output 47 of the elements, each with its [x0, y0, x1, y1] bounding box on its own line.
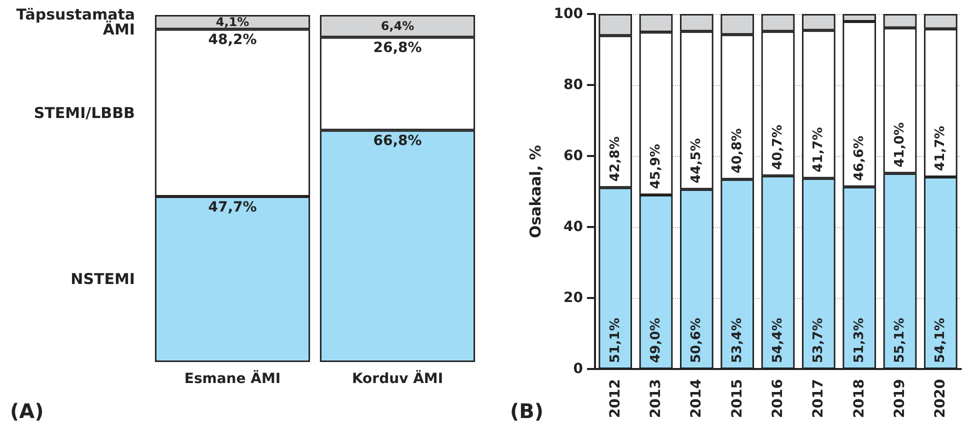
- x-tick-label: 2020: [932, 378, 949, 418]
- series-label: Täpsustamata ÄMI: [16, 6, 135, 39]
- x-tick-label: Esmane ÄMI: [184, 370, 281, 387]
- data-label: 51,1%: [608, 318, 623, 363]
- y-tick-label: 40: [564, 219, 584, 235]
- y-tick-label: 100: [554, 6, 584, 22]
- text: (A): [10, 399, 44, 423]
- data-label: 44,5%: [689, 138, 704, 184]
- y-tick-label: 80: [564, 77, 584, 93]
- data-label: 41,7%: [933, 126, 948, 171]
- data-label: 4,1%: [216, 15, 250, 30]
- data-label: 53,4%: [730, 318, 745, 363]
- x-tick-label: 2015: [729, 379, 746, 418]
- y-tick-label: 0: [573, 361, 584, 377]
- x-tick-label: 2013: [648, 379, 664, 418]
- x-tick-label: 2016: [770, 379, 786, 418]
- data-label: 54,4%: [770, 318, 786, 363]
- data-label: 54,1%: [933, 318, 948, 363]
- data-label: 66,8%: [373, 133, 422, 150]
- x-tick-label: 2017: [810, 379, 827, 418]
- x-tick-label: 2019: [892, 379, 908, 418]
- y-tick-label: 20: [564, 290, 584, 306]
- x-tick-label: 2014: [688, 378, 705, 418]
- data-label: 41,0%: [892, 122, 908, 168]
- data-label: 6,4%: [380, 19, 414, 34]
- series-label: STEMI/LBBB: [34, 104, 135, 122]
- data-label: 50,6%: [689, 318, 704, 363]
- data-label: 41,7%: [811, 127, 826, 172]
- text: (B): [510, 399, 544, 423]
- data-label: 53,7%: [811, 318, 826, 363]
- x-tick-label: Korduv ÄMI: [352, 370, 444, 387]
- data-label: 40,7%: [770, 124, 786, 170]
- data-label: 46,6%: [852, 136, 867, 181]
- data-label: 51,3%: [852, 318, 867, 363]
- series-label: NSTEMI: [70, 270, 135, 288]
- y-axis-title: Osakaal, %: [526, 144, 544, 238]
- data-label: 48,2%: [208, 32, 257, 48]
- data-label: 45,9%: [648, 144, 664, 190]
- x-tick-label: 2018: [851, 379, 868, 418]
- data-label: 42,8%: [608, 136, 623, 182]
- data-label: 55,1%: [892, 318, 908, 363]
- x-tick-label: 2012: [607, 379, 624, 418]
- y-tick-label: 60: [564, 148, 584, 164]
- data-label: 47,7%: [208, 199, 257, 216]
- data-label: 26,8%: [373, 40, 422, 56]
- data-label: 49,0%: [648, 318, 664, 363]
- data-label: 40,8%: [730, 128, 745, 174]
